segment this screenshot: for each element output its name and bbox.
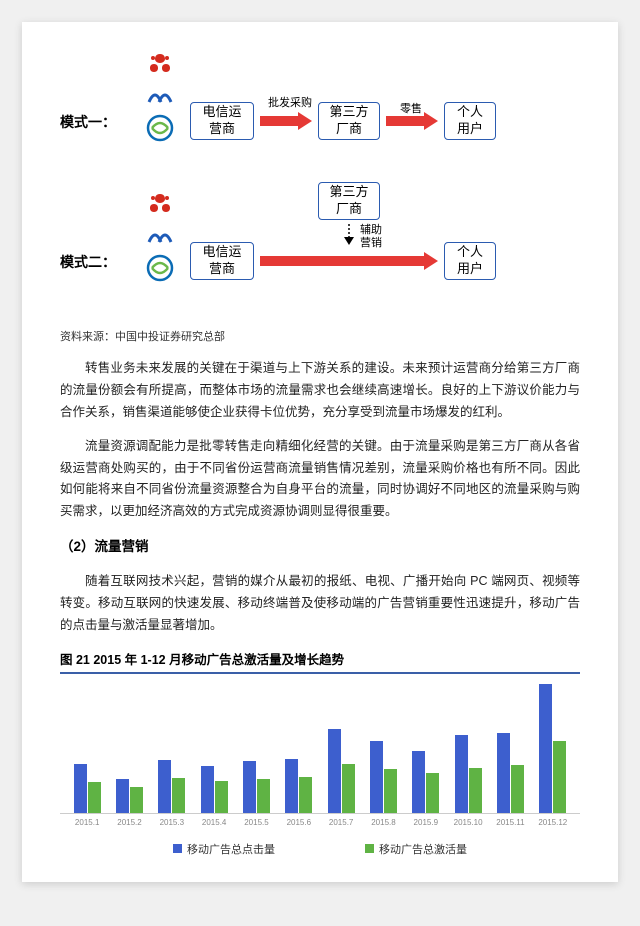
chart-xaxis: 2015.12015.22015.32015.42015.52015.62015…: [60, 814, 580, 827]
wholesale-label: 批发采购: [268, 94, 312, 110]
bar-green: [299, 777, 312, 813]
diagram-source: 资料来源：中国中投证券研究总部: [60, 328, 580, 344]
business-model-diagram: 模式一： 电信运 营商 批发采购 第三方 厂商 零售 个人 用户 模式二： 第三…: [60, 52, 580, 322]
mode1-logos: [142, 52, 178, 142]
xaxis-label: 2015.9: [405, 818, 447, 827]
legend-blue: 移动广告总点击量: [173, 841, 275, 857]
retail-label: 零售: [400, 100, 422, 116]
bar-green: [553, 741, 566, 813]
bar-group: [320, 684, 362, 813]
bar-green: [342, 764, 355, 813]
bar-group: [193, 684, 235, 813]
china-mobile-icon: [145, 254, 175, 282]
legend-green-swatch: [365, 844, 374, 853]
assist-label: 辅助 营销: [360, 224, 382, 249]
bar-green: [130, 787, 143, 813]
bar-green: [172, 778, 185, 813]
xaxis-label: 2015.5: [235, 818, 277, 827]
xaxis-label: 2015.2: [108, 818, 150, 827]
document-page: 模式一： 电信运 营商 批发采购 第三方 厂商 零售 个人 用户 模式二： 第三…: [22, 22, 618, 882]
china-unicom-icon: [145, 192, 175, 218]
bar-group: [362, 684, 404, 813]
mode2-logos: [142, 192, 178, 282]
mode1-vendor-box: 第三方 厂商: [318, 102, 380, 140]
bar-green: [426, 773, 439, 813]
bar-blue: [74, 764, 87, 813]
arrow-wholesale-icon: [258, 112, 314, 130]
mode1-operator-box: 电信运 营商: [190, 102, 254, 140]
legend-green: 移动广告总激活量: [365, 841, 467, 857]
xaxis-label: 2015.11: [489, 818, 531, 827]
xaxis-label: 2015.6: [278, 818, 320, 827]
bar-green: [469, 768, 482, 813]
bar-blue: [116, 779, 129, 813]
mode2-label: 模式二：: [60, 252, 116, 272]
bar-green: [511, 765, 524, 813]
bar-group: [532, 684, 574, 813]
bar-group: [108, 684, 150, 813]
china-mobile-icon: [145, 114, 175, 142]
bar-group: [66, 684, 108, 813]
paragraph-2: 流量资源调配能力是批零转售走向精细化经营的关键。由于流量采购是第三方厂商从各省级…: [60, 436, 580, 524]
section-heading: （2）流量营销: [60, 535, 580, 555]
paragraph-3: 随着互联网技术兴起，营销的媒介从最初的报纸、电视、广播开始向 PC 端网页、视频…: [60, 571, 580, 637]
xaxis-label: 2015.4: [193, 818, 235, 827]
xaxis-label: 2015.3: [151, 818, 193, 827]
bar-blue: [455, 735, 468, 812]
china-telecom-icon: [145, 224, 175, 248]
bar-group: [278, 684, 320, 813]
paragraph-1: 转售业务未来发展的关键在于渠道与上下游关系的建设。未来预计运营商分给第三方厂商的…: [60, 358, 580, 424]
chart-legend: 移动广告总点击量 移动广告总激活量: [60, 841, 580, 857]
bar-group: [489, 684, 531, 813]
bar-group: [151, 684, 193, 813]
china-telecom-icon: [145, 84, 175, 108]
arrow-direct-icon: [258, 252, 440, 270]
mode2-vendor-box: 第三方 厂商: [318, 182, 380, 220]
china-unicom-icon: [145, 52, 175, 78]
bar-blue: [158, 760, 171, 813]
xaxis-label: 2015.10: [447, 818, 489, 827]
bar-blue: [328, 729, 341, 813]
legend-green-label: 移动广告总激活量: [379, 841, 467, 857]
bar-blue: [201, 766, 214, 812]
bar-group: [447, 684, 489, 813]
mode1-user-box: 个人 用户: [444, 102, 496, 140]
bar-blue: [285, 759, 298, 813]
xaxis-label: 2015.7: [320, 818, 362, 827]
bar-group: [405, 684, 447, 813]
bar-group: [235, 684, 277, 813]
bar-green: [257, 779, 270, 813]
chart-title: 图 21 2015 年 1-12 月移动广告总激活量及增长趋势: [60, 649, 580, 674]
bar-blue: [539, 684, 552, 813]
mode1-label: 模式一：: [60, 112, 116, 132]
xaxis-label: 2015.12: [532, 818, 574, 827]
legend-blue-swatch: [173, 844, 182, 853]
bar-green: [88, 782, 101, 813]
xaxis-label: 2015.1: [66, 818, 108, 827]
arrow-assist-icon: [342, 222, 356, 246]
bar-green: [215, 781, 228, 813]
bar-blue: [370, 741, 383, 813]
xaxis-label: 2015.8: [362, 818, 404, 827]
legend-blue-label: 移动广告总点击量: [187, 841, 275, 857]
bar-green: [384, 769, 397, 813]
bar-blue: [497, 733, 510, 813]
mode2-operator-box: 电信运 营商: [190, 242, 254, 280]
bar-blue: [412, 751, 425, 813]
bar-blue: [243, 761, 256, 813]
mode2-user-box: 个人 用户: [444, 242, 496, 280]
bar-chart: [60, 684, 580, 814]
